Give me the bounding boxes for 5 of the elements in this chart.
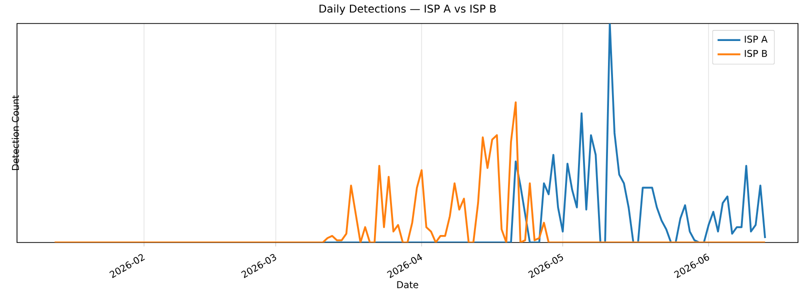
x-axis-title: Date [397, 281, 418, 288]
legend-label: ISP B [744, 50, 767, 58]
chart-title: Daily Detections — ISP A vs ISP B [320, 4, 496, 15]
y-axis-title: Detection Count [12, 95, 19, 170]
legend-label: ISP A [744, 36, 768, 43]
